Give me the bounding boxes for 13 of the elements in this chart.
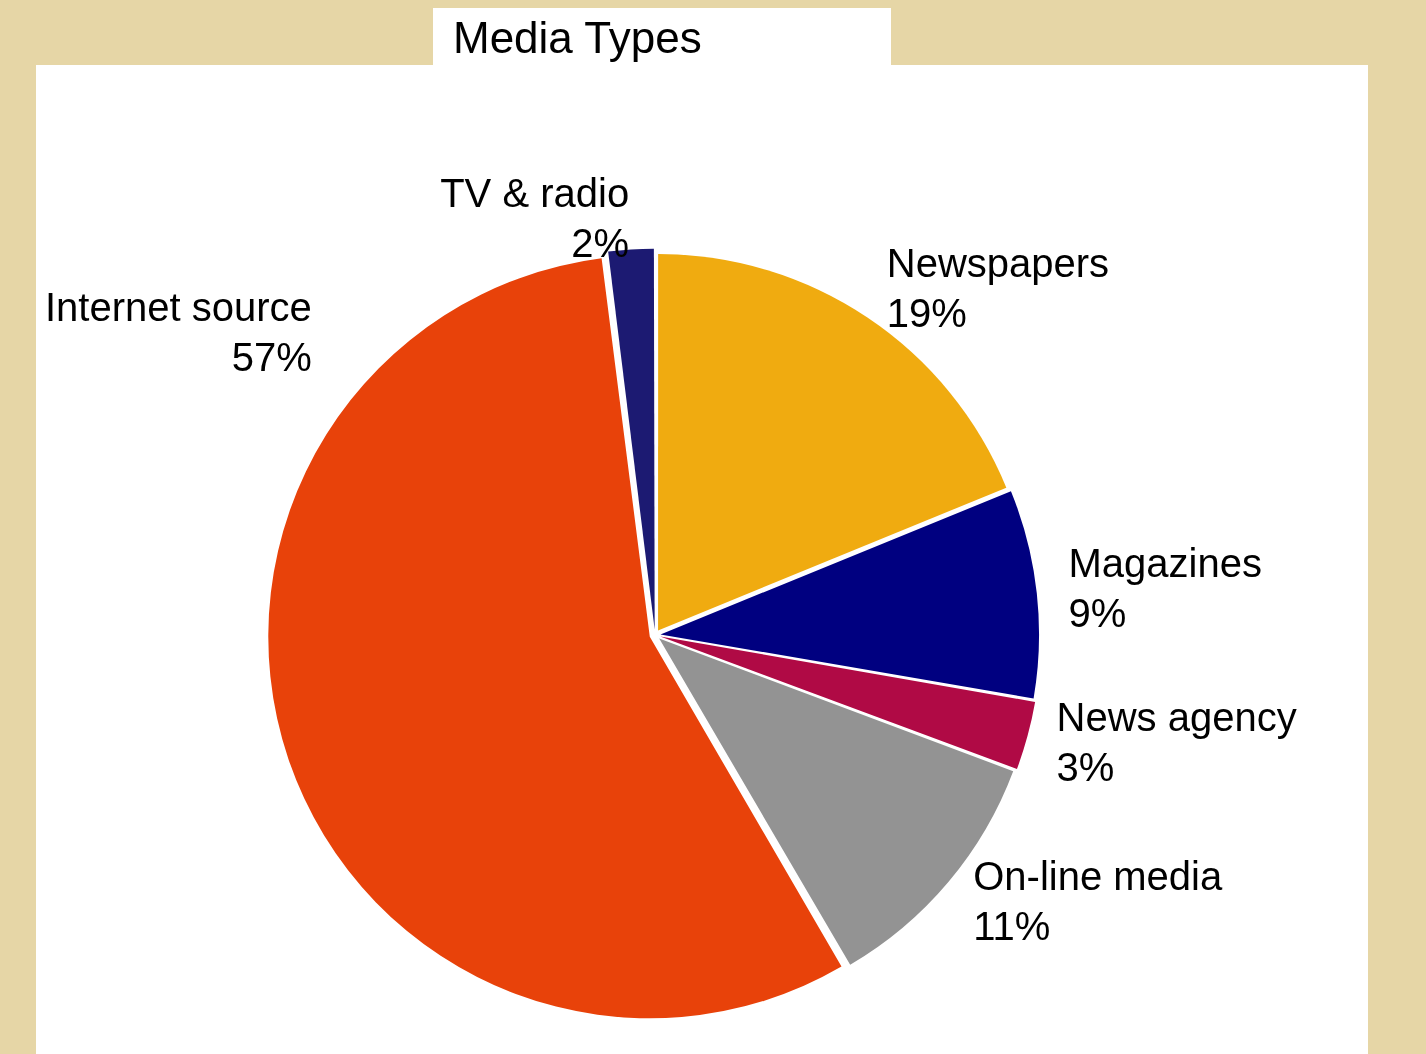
slice-label: News agency — [1056, 694, 1297, 739]
data-label: 57% — [231, 335, 312, 380]
data-label: 11% — [973, 903, 1051, 948]
chart-title: Media Types — [433, 8, 891, 68]
data-label: 19% — [886, 290, 967, 335]
slice-label: Newspapers — [886, 240, 1110, 285]
slice-label: Magazines — [1068, 540, 1262, 585]
data-label: 2% — [571, 220, 630, 265]
slice-label: On-line media — [973, 853, 1223, 898]
slice-label: Internet source — [44, 285, 312, 330]
data-label: 9% — [1068, 590, 1127, 635]
data-label: 3% — [1056, 744, 1115, 789]
slice-label: TV & radio — [440, 170, 630, 215]
